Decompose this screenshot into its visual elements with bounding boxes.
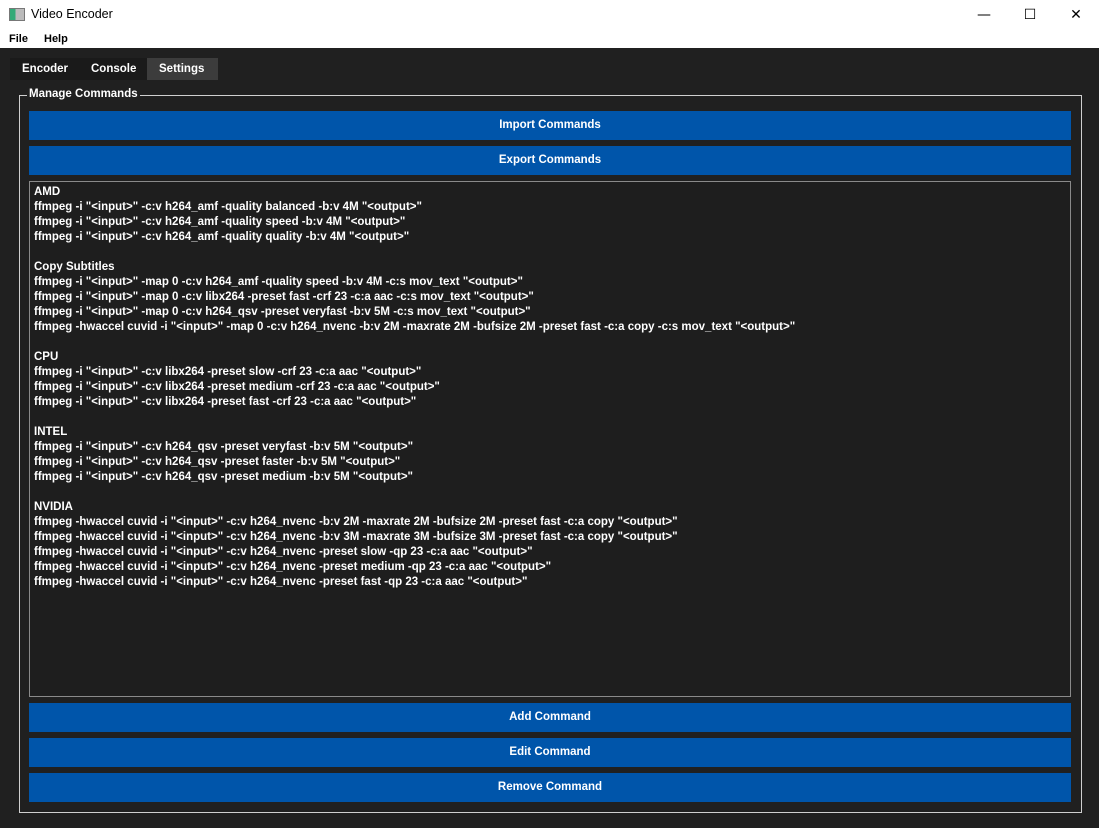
edit-command-button[interactable]: Edit Command: [29, 738, 1071, 767]
close-button[interactable]: ✕: [1070, 7, 1082, 23]
command-item[interactable]: ffmpeg -hwaccel cuvid -i "<input>" -c:v …: [34, 531, 678, 543]
manage-commands-group: [19, 95, 1082, 813]
menu-bar: File Help: [0, 30, 1099, 48]
blank-line: [34, 410, 1066, 425]
title-bar: Video Encoder — ☐ ✕: [0, 0, 1099, 30]
app-icon: [9, 8, 25, 21]
command-item[interactable]: ffmpeg -hwaccel cuvid -i "<input>" -c:v …: [34, 561, 552, 573]
command-item[interactable]: ffmpeg -hwaccel cuvid -i "<input>" -c:v …: [34, 516, 678, 528]
category-header[interactable]: AMD: [34, 186, 61, 198]
minimize-button[interactable]: —: [977, 7, 991, 23]
command-item[interactable]: ffmpeg -hwaccel cuvid -i "<input>" -c:v …: [34, 576, 528, 588]
command-item[interactable]: ffmpeg -i "<input>" -map 0 -c:v h264_qsv…: [34, 306, 531, 318]
command-item[interactable]: ffmpeg -i "<input>" -c:v h264_amf -quali…: [34, 201, 422, 213]
command-item[interactable]: ffmpeg -i "<input>" -c:v h264_amf -quali…: [34, 231, 410, 243]
command-item[interactable]: ffmpeg -i "<input>" -c:v h264_qsv -prese…: [34, 441, 414, 453]
command-item[interactable]: ffmpeg -i "<input>" -c:v h264_qsv -prese…: [34, 456, 401, 468]
blank-line: [34, 335, 1066, 350]
command-list[interactable]: AMD ffmpeg -i "<input>" -c:v h264_amf -qu…: [29, 181, 1071, 697]
category-header[interactable]: NVIDIA: [34, 501, 73, 513]
import-commands-button[interactable]: Import Commands: [29, 111, 1071, 140]
remove-command-button[interactable]: Remove Command: [29, 773, 1071, 802]
blank-line: [34, 485, 1066, 500]
category-header[interactable]: INTEL: [34, 426, 68, 438]
category-header[interactable]: Copy Subtitles: [34, 261, 115, 273]
command-item[interactable]: ffmpeg -i "<input>" -map 0 -c:v libx264 …: [34, 291, 534, 303]
menu-file[interactable]: File: [9, 33, 28, 45]
tab-console[interactable]: Console: [79, 58, 149, 80]
tab-encoder[interactable]: Encoder: [10, 58, 81, 80]
menu-help[interactable]: Help: [44, 33, 68, 45]
command-item[interactable]: ffmpeg -hwaccel cuvid -i "<input>" -map …: [34, 321, 796, 333]
command-item[interactable]: ffmpeg -i "<input>" -map 0 -c:v h264_amf…: [34, 276, 523, 288]
blank-line: [34, 245, 1066, 260]
command-item[interactable]: ffmpeg -i "<input>" -c:v h264_qsv -prese…: [34, 471, 414, 483]
command-item[interactable]: ffmpeg -hwaccel cuvid -i "<input>" -c:v …: [34, 546, 533, 558]
tab-settings[interactable]: Settings: [147, 58, 218, 80]
command-item[interactable]: ffmpeg -i "<input>" -c:v libx264 -preset…: [34, 366, 422, 378]
add-command-button[interactable]: Add Command: [29, 703, 1071, 732]
maximize-button[interactable]: ☐: [1023, 7, 1037, 23]
category-header[interactable]: CPU: [34, 351, 59, 363]
group-title: Manage Commands: [27, 88, 140, 100]
window-title: Video Encoder: [31, 7, 113, 21]
command-item[interactable]: ffmpeg -i "<input>" -c:v libx264 -preset…: [34, 381, 440, 393]
command-item[interactable]: ffmpeg -i "<input>" -c:v libx264 -preset…: [34, 396, 417, 408]
command-item[interactable]: ffmpeg -i "<input>" -c:v h264_amf -quali…: [34, 216, 406, 228]
export-commands-button[interactable]: Export Commands: [29, 146, 1071, 175]
